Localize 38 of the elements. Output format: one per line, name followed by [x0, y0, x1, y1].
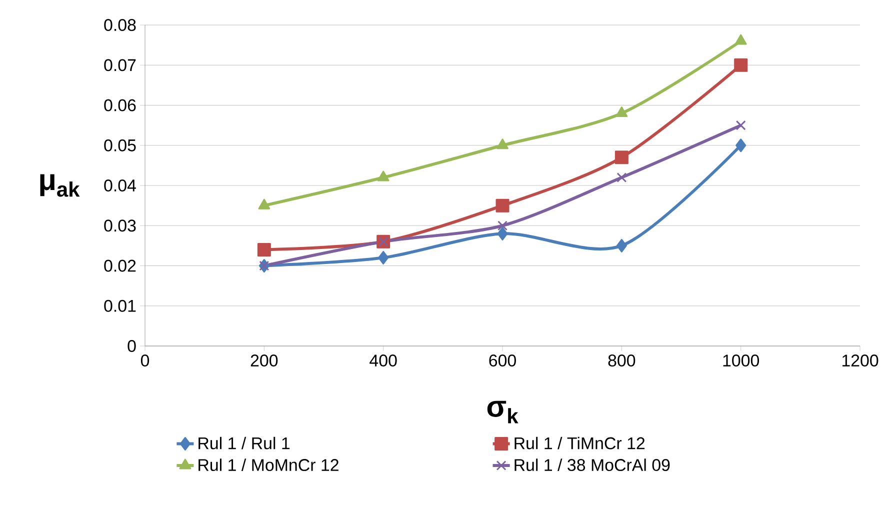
point	[497, 226, 508, 240]
x-axis-title: σ$_{k}$	[487, 400, 518, 424]
y-tick-label: 0.07	[104, 59, 136, 72]
legend-label: Rul 1 / TiMnCr 12	[514, 436, 645, 450]
y-tick-label: 0.03	[104, 220, 136, 232]
x-tick-label: 200	[250, 354, 278, 367]
point	[258, 198, 270, 210]
point	[377, 170, 390, 182]
point	[614, 150, 628, 164]
point	[734, 34, 747, 45]
point	[616, 238, 627, 252]
point	[616, 106, 628, 118]
y-tick-label: 0	[128, 340, 136, 352]
point	[496, 198, 510, 212]
y-tick-label: 0.08	[104, 19, 136, 32]
y-axis-title: μ$_{ak}$	[40, 174, 80, 197]
point	[736, 120, 746, 130]
point	[616, 172, 627, 182]
y-tick-label: 0.02	[104, 260, 136, 272]
point	[257, 242, 271, 256]
y-tick-label: 0.06	[104, 99, 136, 112]
y-tick-label: 0.04	[104, 180, 136, 192]
point	[496, 138, 508, 150]
point	[498, 220, 508, 231]
y-tick-label: 0.05	[104, 139, 136, 152]
legend-label: Rul 1 / MoMnCr 12	[198, 458, 338, 472]
x-tick-label: 1200	[842, 354, 878, 367]
legend-label: Rul 1 / Rul 1	[198, 436, 290, 450]
x-tick-label: 600	[489, 354, 516, 367]
y-tick-label: 0.01	[104, 300, 136, 312]
point	[378, 250, 389, 264]
legend-label: Rul 1 / 38 MoCrAl 09	[514, 458, 670, 472]
x-tick-label: 800	[608, 354, 636, 367]
x-tick-label: 400	[370, 354, 397, 367]
point	[736, 138, 746, 152]
point	[734, 58, 748, 72]
x-tick-label: 0	[140, 354, 150, 367]
x-tick-label: 1000	[723, 354, 760, 367]
